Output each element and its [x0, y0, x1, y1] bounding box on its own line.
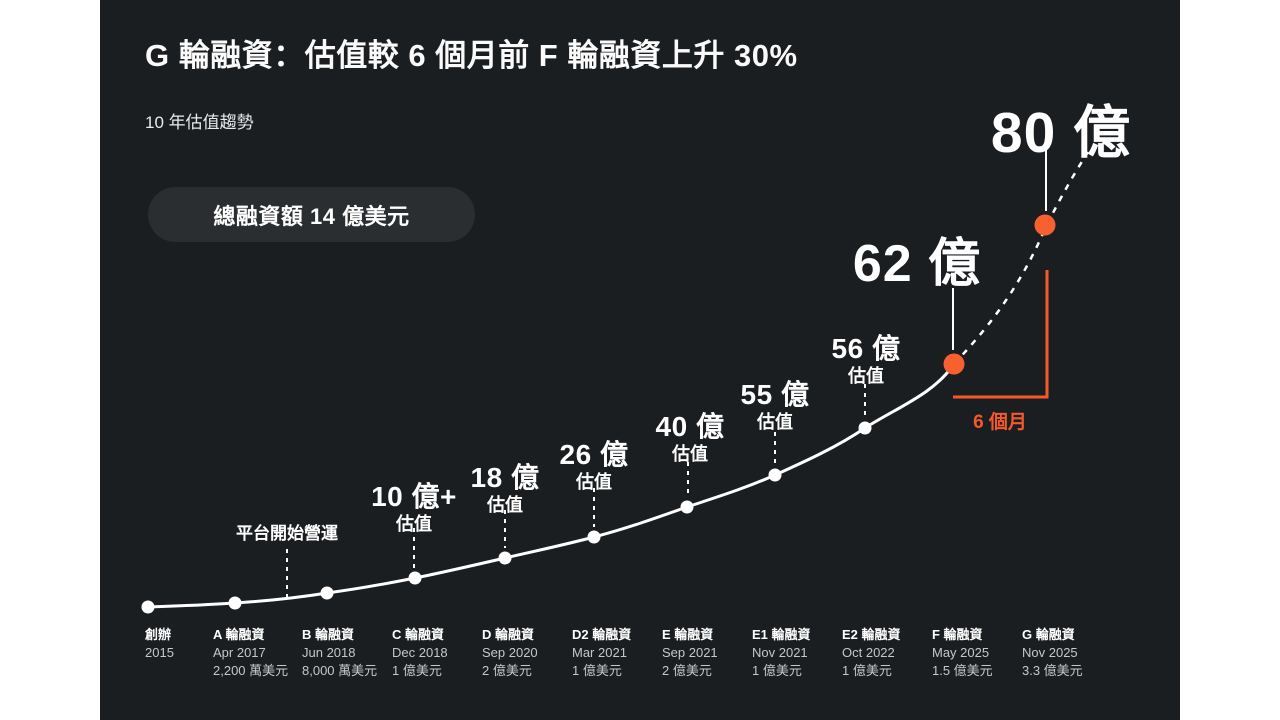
- axis-label-d-round: D 輪融資 Sep 2020 2 億美元: [482, 626, 538, 680]
- infographic-panel: G 輪融資：估值較 6 個月前 F 輪融資上升 30% 10 年估值趨勢 總融資…: [100, 0, 1180, 720]
- axis-label-g-round: G 輪融資 Nov 2025 3.3 億美元: [1022, 626, 1083, 680]
- valuation-callout-e2-round: 56 億 估值: [831, 333, 901, 387]
- axis-amount: 1.5 億美元: [932, 663, 993, 678]
- valuation-value: 56 億: [831, 333, 901, 364]
- dot-founded: [141, 600, 155, 614]
- valuation-callout-g-round: 80 億: [990, 101, 1132, 165]
- axis-round-name: D 輪融資: [482, 627, 535, 642]
- valuation-value: 10 億+: [371, 481, 457, 512]
- valuation-caption: 估值: [396, 513, 432, 534]
- axis-label-e1-round: E1 輪融資 Nov 2021 1 億美元: [752, 626, 811, 680]
- valuation-caption: 估值: [672, 443, 708, 464]
- axis-date: Nov 2025: [1022, 645, 1078, 660]
- axis-amount: 1 億美元: [752, 663, 802, 678]
- axis-date: May 2025: [932, 645, 990, 660]
- axis-amount: 2 億美元: [482, 663, 532, 678]
- highlight-dot-g-round: [1034, 214, 1056, 236]
- dot-c-round: [408, 571, 422, 585]
- valuation-caption: 估值: [757, 411, 793, 432]
- valuation-caption: 估值: [848, 365, 884, 386]
- valuation-callout-d-round: 18 億 估值: [470, 462, 540, 516]
- axis-date: Jun 2018: [302, 645, 356, 660]
- axis-label-b-round: B 輪融資 Jun 2018 8,000 萬美元: [302, 626, 377, 680]
- valuation-callout-d2-round: 26 億 估值: [559, 439, 629, 493]
- axis-round-name: D2 輪融資: [572, 627, 632, 642]
- axis-round-name: G 輪融資: [1022, 627, 1075, 642]
- page-title: G 輪融資：估值較 6 個月前 F 輪融資上升 30%: [145, 38, 798, 73]
- axis-round-name: F 輪融資: [932, 627, 983, 642]
- axis-label-a-round: A 輪融資 Apr 2017 2,200 萬美元: [213, 626, 288, 680]
- platform-launch-annotation: 平台開始營運: [236, 524, 338, 543]
- dot-e2-round: [858, 421, 872, 435]
- axis-label-c-round: C 輪融資 Dec 2018 1 億美元: [392, 626, 448, 680]
- dot-b-round: [320, 586, 334, 600]
- axis-round-name: B 輪融資: [302, 627, 355, 642]
- axis-date: Sep 2020: [482, 645, 538, 660]
- axis-amount: 1 億美元: [392, 663, 442, 678]
- axis-date: Sep 2021: [662, 645, 718, 660]
- valuation-curve-chart: [141, 150, 1090, 614]
- valuation-value: 18 億: [470, 462, 540, 493]
- dot-e-round: [680, 500, 694, 514]
- dot-a-round: [228, 596, 242, 610]
- callout-leader-lines: [286, 384, 866, 597]
- axis-amount: 8,000 萬美元: [302, 663, 378, 678]
- bracket-6-months: [953, 270, 1049, 399]
- axis-date: Apr 2017: [213, 645, 266, 660]
- dot-e1-round: [768, 468, 782, 482]
- axis-amount: 1 億美元: [842, 663, 892, 678]
- dot-d-round: [498, 551, 512, 565]
- axis-round-name: E2 輪融資: [842, 627, 901, 642]
- axis-amount: 1 億美元: [572, 663, 622, 678]
- total-funding-badge-label: 總融資額 14 億美元: [213, 203, 410, 229]
- highlight-leader-lines: [952, 150, 1047, 350]
- total-funding-badge: 總融資額 14 億美元: [148, 187, 475, 242]
- duration-label: 6 個月: [973, 412, 1027, 433]
- valuation-caption: 估值: [487, 494, 523, 515]
- valuation-callout-e1-round: 55 億 估值: [740, 379, 810, 433]
- axis-label-d2-round: D2 輪融資 Mar 2021 1 億美元: [572, 626, 631, 680]
- curve-solid: [147, 363, 956, 609]
- valuation-value: 40 億: [655, 411, 725, 442]
- axis-round-name: 創辦: [145, 627, 172, 642]
- axis-label-f-round: F 輪融資 May 2025 1.5 億美元: [932, 626, 993, 680]
- axis-label-founded: 創辦 2015: [145, 626, 174, 662]
- axis-date: Oct 2022: [842, 645, 895, 660]
- valuation-value: 26 億: [559, 439, 629, 470]
- valuation-caption: 估值: [576, 471, 612, 492]
- dot-d2-round: [587, 530, 601, 544]
- valuation-value: 55 億: [740, 379, 810, 410]
- axis-label-e2-round: E2 輪融資 Oct 2022 1 億美元: [842, 626, 901, 680]
- data-point-dots: [141, 421, 872, 614]
- valuation-callout-e-round: 40 億 估值: [655, 411, 725, 465]
- axis-date: Dec 2018: [392, 645, 448, 660]
- axis-round-name: E1 輪融資: [752, 627, 811, 642]
- highlight-dot-f-round: [943, 353, 965, 375]
- axis-round-name: C 輪融資: [392, 627, 445, 642]
- axis-date: 2015: [145, 645, 174, 660]
- axis-round-name: E 輪融資: [662, 627, 714, 642]
- chart-subtitle: 10 年估值趨勢: [145, 113, 254, 132]
- valuation-callout-f-round: 62 億: [852, 235, 982, 293]
- axis-amount: 3.3 億美元: [1022, 663, 1083, 678]
- axis-date: Mar 2021: [572, 645, 627, 660]
- axis-date: Nov 2021: [752, 645, 808, 660]
- valuation-callout-c-round: 10 億+ 估值: [371, 481, 457, 535]
- axis-amount: 2 億美元: [662, 663, 712, 678]
- axis-amount: 2,200 萬美元: [213, 663, 289, 678]
- axis-label-e-round: E 輪融資 Sep 2021 2 億美元: [662, 626, 718, 680]
- axis-round-name: A 輪融資: [213, 627, 265, 642]
